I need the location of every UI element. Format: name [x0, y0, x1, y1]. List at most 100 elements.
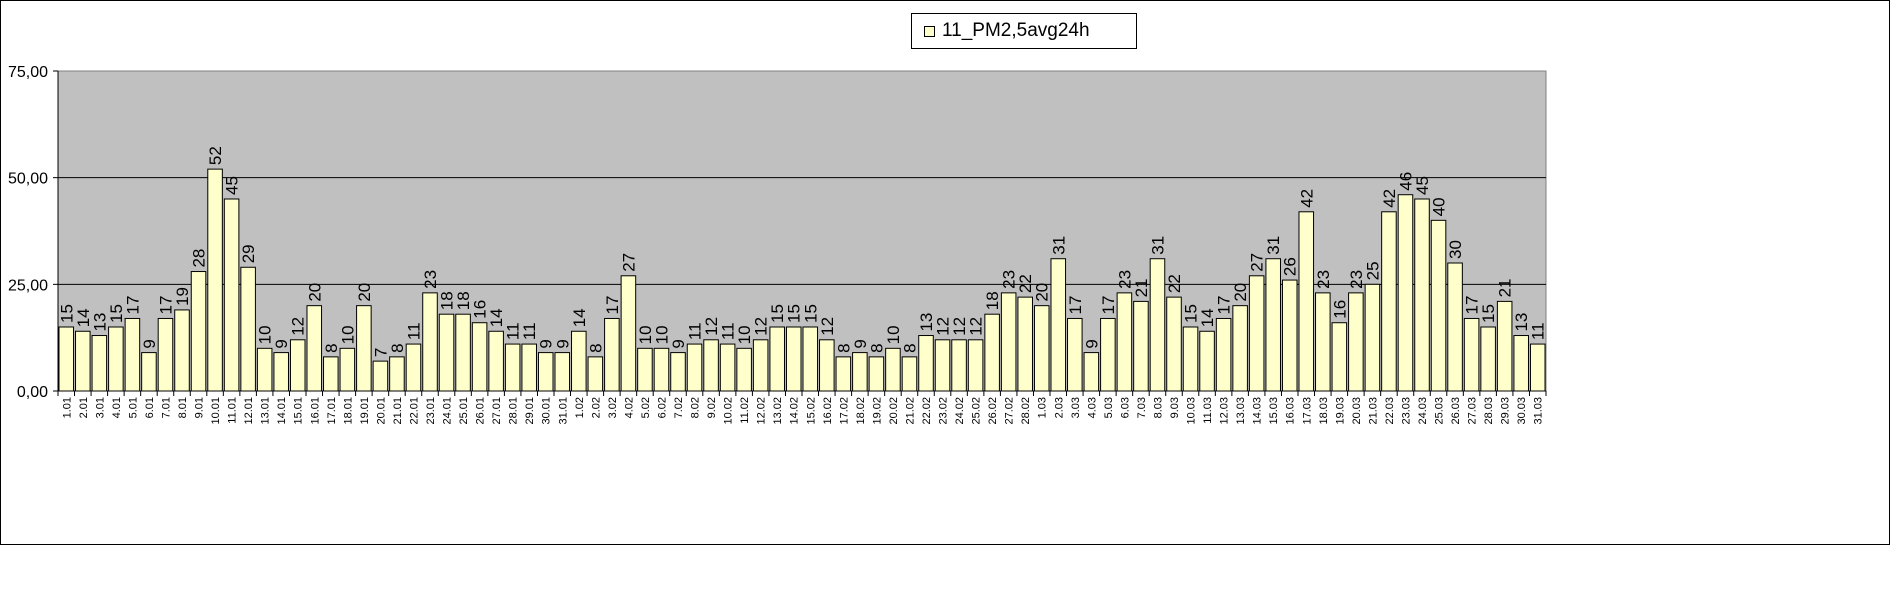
bar	[1364, 283, 1381, 392]
x-tick-label: 15.01	[293, 397, 305, 425]
data-label: 10	[256, 325, 275, 344]
plot-area	[57, 70, 1547, 392]
x-tick-label: 18.01	[342, 397, 354, 425]
bar	[273, 352, 289, 392]
x-tick-label: 23.03	[1400, 397, 1412, 425]
data-label: 9	[553, 339, 572, 348]
x-tick-label: 10.03	[1186, 397, 1198, 425]
x-tick-label: 14.02	[789, 397, 801, 425]
x-tick-label: 26.02	[987, 397, 999, 425]
x-tick-label: 6.01	[144, 397, 156, 418]
data-label: 11	[404, 322, 423, 340]
bar	[1033, 305, 1050, 392]
bar	[306, 305, 323, 392]
data-label: 17	[1463, 296, 1482, 315]
bar	[389, 356, 405, 392]
bar	[75, 330, 91, 392]
data-label: 15	[1182, 304, 1201, 323]
data-label: 13	[917, 313, 936, 332]
x-tick-label: 31.03	[1533, 397, 1545, 425]
data-label: 21	[1132, 278, 1151, 297]
bar	[372, 360, 389, 392]
data-label: 16	[1330, 300, 1349, 319]
data-label: 42	[1380, 189, 1399, 208]
bar	[1281, 279, 1298, 392]
x-tick-label: 9.01	[194, 397, 206, 418]
bar	[703, 339, 719, 392]
bar	[554, 352, 571, 392]
x-tick-label: 9.03	[1169, 397, 1181, 418]
x-tick-label: 30.03	[1516, 397, 1528, 425]
bar	[521, 343, 537, 392]
data-label: 13	[90, 313, 109, 332]
data-label: 27	[1248, 253, 1267, 272]
data-label: 20	[305, 283, 324, 302]
data-label: 12	[967, 317, 986, 336]
bar	[951, 339, 967, 392]
data-label: 9	[669, 339, 688, 348]
data-label: 12	[702, 317, 721, 336]
bar	[752, 339, 769, 392]
x-tick-label: 5.02	[640, 397, 652, 418]
data-label: 42	[1297, 189, 1316, 208]
data-label: 23	[1314, 270, 1333, 289]
data-label: 30	[1446, 240, 1465, 259]
bar	[91, 335, 108, 392]
data-label: 17	[603, 296, 622, 315]
bar	[405, 343, 422, 392]
bar	[240, 266, 256, 392]
x-tick-label: 6.03	[1119, 397, 1131, 418]
data-label: 28	[190, 249, 209, 268]
data-label: 31	[1049, 236, 1068, 255]
data-label: 31	[1148, 236, 1167, 255]
data-label: 8	[322, 343, 341, 352]
bar	[918, 335, 934, 392]
x-tick-label: 25.03	[1434, 397, 1446, 425]
bar	[488, 330, 504, 392]
x-tick-label: 27.03	[1467, 397, 1479, 425]
x-tick-label: 13.02	[772, 397, 784, 425]
data-label: 10	[735, 325, 754, 344]
x-tick-label: 17.02	[838, 397, 850, 425]
data-label: 29	[239, 244, 258, 263]
bar	[1149, 258, 1166, 392]
bar	[1513, 335, 1529, 392]
y-tick-label: 50,00	[8, 171, 48, 188]
x-tick-label: 1.03	[1037, 397, 1049, 418]
x-tick-label: 8.02	[690, 397, 702, 418]
x-tick-label: 18.03	[1318, 397, 1330, 425]
bar	[1215, 317, 1232, 392]
x-tick-label: 26.01	[475, 397, 487, 425]
y-tick-label: 0,00	[17, 384, 48, 401]
data-label: 17	[1215, 296, 1234, 315]
x-tick-label: 7.02	[673, 397, 685, 418]
data-label: 23	[1347, 270, 1366, 289]
bar	[885, 347, 901, 392]
data-label: 20	[355, 283, 374, 302]
bar	[1199, 330, 1215, 392]
bar	[934, 339, 951, 392]
bar	[455, 313, 471, 392]
x-tick-label: 12.01	[243, 397, 255, 425]
bar	[1414, 198, 1430, 392]
x-tick-label: 17.01	[326, 397, 338, 425]
x-tick-label: 8.01	[177, 397, 189, 418]
bar	[984, 313, 1000, 392]
data-label: 12	[950, 317, 969, 336]
bar	[1463, 317, 1480, 392]
legend-swatch	[924, 26, 935, 37]
bar	[967, 339, 984, 392]
y-axis: 0,00 25,00 50,00 75,00	[8, 64, 59, 401]
bar	[207, 168, 223, 392]
bar	[719, 343, 736, 392]
gridlines	[58, 177, 1546, 285]
legend-label: 11_PM2,5avg24h	[942, 20, 1090, 41]
bar	[1116, 292, 1133, 392]
bar	[356, 305, 372, 392]
bar	[653, 347, 670, 392]
x-tick-label: 26.03	[1450, 397, 1462, 425]
data-label: 17	[156, 296, 175, 315]
x-tick-label: 24.01	[442, 397, 454, 425]
bar	[1232, 305, 1248, 392]
bar	[1050, 258, 1067, 392]
